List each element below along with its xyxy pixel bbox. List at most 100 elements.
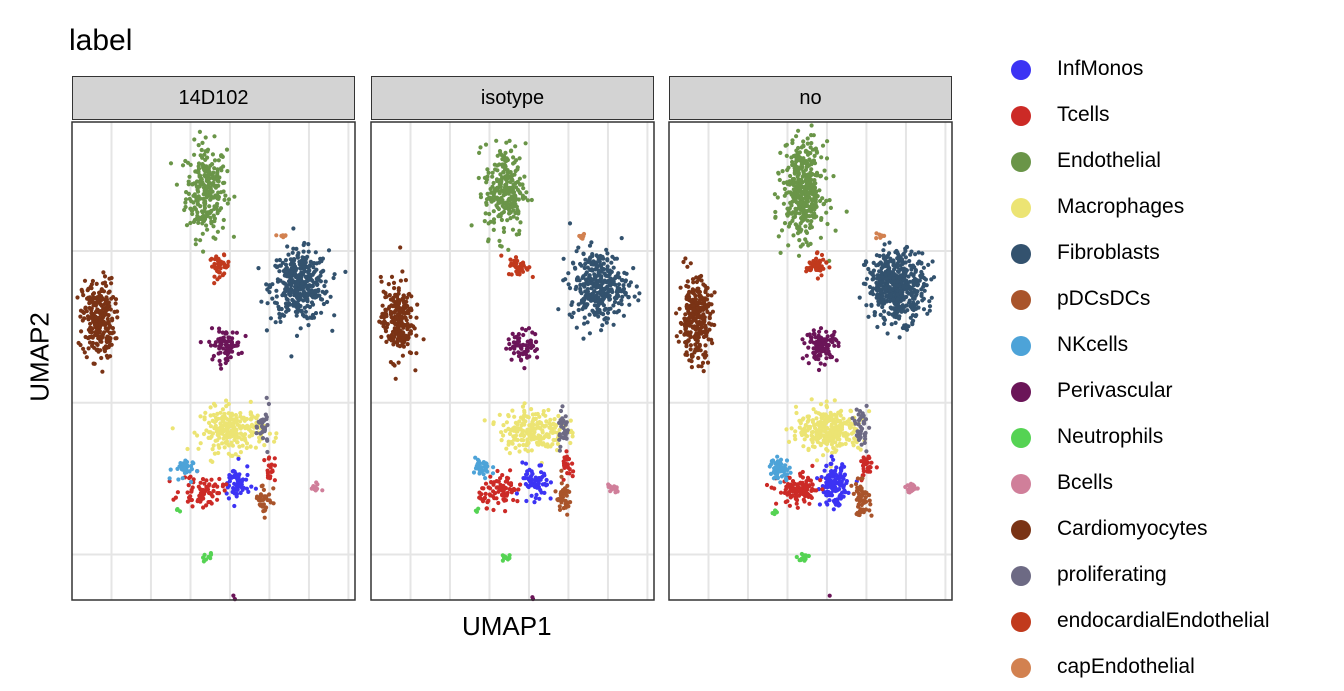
data-point xyxy=(889,306,893,310)
data-point xyxy=(866,267,870,271)
data-point xyxy=(575,278,579,282)
data-point xyxy=(246,490,250,494)
data-point xyxy=(905,328,909,332)
data-point xyxy=(556,307,560,311)
data-point xyxy=(812,159,816,163)
data-point xyxy=(816,276,820,280)
data-point xyxy=(503,183,507,187)
data-point xyxy=(302,264,306,268)
data-point xyxy=(307,288,311,292)
data-point xyxy=(556,498,560,502)
data-point xyxy=(487,212,491,216)
data-point xyxy=(825,156,829,160)
data-point xyxy=(517,443,521,447)
data-point xyxy=(832,488,836,492)
data-point xyxy=(522,366,526,370)
data-point xyxy=(813,195,817,199)
facet-panel-1 xyxy=(72,122,355,601)
data-point xyxy=(812,328,816,332)
data-point xyxy=(931,259,935,263)
data-point xyxy=(825,480,829,484)
data-point xyxy=(710,341,714,345)
data-point xyxy=(825,405,829,409)
data-point xyxy=(818,502,822,506)
data-point xyxy=(588,313,592,317)
data-point xyxy=(820,415,824,419)
data-point xyxy=(813,426,817,430)
data-point xyxy=(583,316,587,320)
data-point xyxy=(207,430,211,434)
data-point xyxy=(616,271,620,275)
data-point xyxy=(637,291,641,295)
data-point xyxy=(489,187,493,191)
data-point xyxy=(783,221,787,225)
data-point xyxy=(824,211,828,215)
data-point xyxy=(879,300,883,304)
data-point xyxy=(270,282,274,286)
data-point xyxy=(483,418,487,422)
data-point xyxy=(682,317,686,321)
data-point xyxy=(686,321,690,325)
data-point xyxy=(270,297,274,301)
data-point xyxy=(199,481,203,485)
data-point xyxy=(213,158,217,162)
data-point xyxy=(108,354,112,358)
data-point xyxy=(212,134,216,138)
data-point xyxy=(226,263,230,267)
data-point xyxy=(496,501,500,505)
data-point xyxy=(806,136,810,140)
data-point xyxy=(790,426,794,430)
data-point xyxy=(519,358,523,362)
data-point xyxy=(810,123,814,127)
data-point xyxy=(210,265,214,269)
data-point xyxy=(694,275,698,279)
data-point xyxy=(284,271,288,275)
data-point xyxy=(101,270,105,274)
data-point xyxy=(268,432,272,436)
data-point xyxy=(302,241,306,245)
data-point xyxy=(245,417,249,421)
data-point xyxy=(227,476,231,480)
data-point xyxy=(517,229,521,233)
data-point xyxy=(783,187,787,191)
data-point xyxy=(290,278,294,282)
data-point xyxy=(811,444,815,448)
data-point xyxy=(190,212,194,216)
data-point xyxy=(606,269,610,273)
data-point xyxy=(215,498,219,502)
data-point xyxy=(496,154,500,158)
data-point xyxy=(867,456,871,460)
data-point xyxy=(382,290,386,294)
data-point xyxy=(217,346,221,350)
data-point xyxy=(514,438,518,442)
data-point xyxy=(218,363,222,367)
data-point xyxy=(198,184,202,188)
data-point xyxy=(815,173,819,177)
data-point xyxy=(869,304,873,308)
data-point xyxy=(705,310,709,314)
data-point xyxy=(622,314,626,318)
data-point xyxy=(194,238,198,242)
data-point xyxy=(203,553,207,557)
data-point xyxy=(600,323,604,327)
data-point xyxy=(911,313,915,317)
data-point xyxy=(684,344,688,348)
data-point xyxy=(500,438,504,442)
data-point xyxy=(523,401,527,405)
data-point xyxy=(495,205,499,209)
data-point xyxy=(199,340,203,344)
data-point xyxy=(406,342,410,346)
data-point xyxy=(245,446,249,450)
data-point xyxy=(867,426,871,430)
data-point xyxy=(516,343,520,347)
data-point xyxy=(504,447,508,451)
data-point xyxy=(321,290,325,294)
data-point xyxy=(521,443,525,447)
data-point xyxy=(517,449,521,453)
data-point xyxy=(793,207,797,211)
data-point xyxy=(586,281,590,285)
data-point xyxy=(911,279,915,283)
data-point xyxy=(508,487,512,491)
data-point xyxy=(268,498,272,502)
data-point xyxy=(709,323,713,327)
